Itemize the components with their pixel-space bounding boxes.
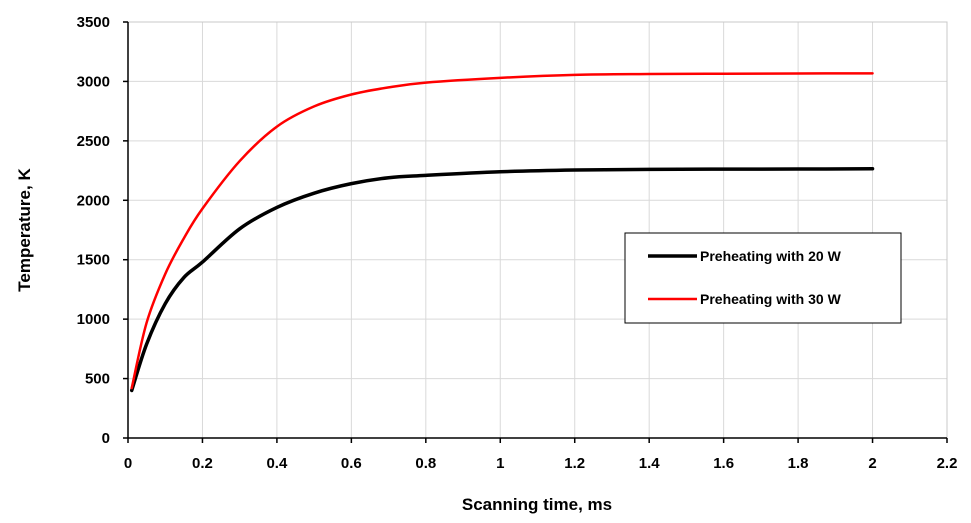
tick-labels: 0 0.2 0.4 0.6 0.8 1 1.2 1.4 1.6 1.8 2 2.2 0 500 1000 15… xyxy=(77,14,958,472)
plot-area xyxy=(127,21,948,439)
x-tick-label: 0.8 xyxy=(415,455,436,472)
y-tick-label: 2000 xyxy=(77,192,110,209)
y-tick-label: 1000 xyxy=(77,311,110,328)
legend-box xyxy=(624,232,902,324)
x-tick-label: 1.8 xyxy=(788,455,809,472)
legend-label-30w: Preheating with 30 W xyxy=(700,291,842,307)
legend: Preheating with 20 W Preheating with 30 … xyxy=(624,232,902,324)
series-line-1 xyxy=(130,72,874,390)
x-tick-label: 1.2 xyxy=(564,455,585,472)
x-tick-label: 0.4 xyxy=(266,455,288,472)
axes xyxy=(123,21,948,443)
x-axis-title: Scanning time, ms xyxy=(462,495,612,514)
legend-label-20w: Preheating with 20 W xyxy=(700,248,842,264)
x-tick-label: 1.4 xyxy=(639,455,661,472)
y-axis-title: Temperature, K xyxy=(15,168,34,292)
series-layer xyxy=(129,72,875,393)
y-tick-label: 3500 xyxy=(77,14,110,31)
series-line-0 xyxy=(129,167,875,393)
x-tick-label: 1.6 xyxy=(713,455,734,472)
y-tick-label: 500 xyxy=(85,371,110,388)
x-tick-label: 0.6 xyxy=(341,455,362,472)
x-tick-label: 2 xyxy=(868,455,876,472)
x-tick-label: 0 xyxy=(124,455,132,472)
y-tick-label: 2500 xyxy=(77,133,110,150)
y-tick-label: 1500 xyxy=(77,252,110,269)
x-tick-label: 1 xyxy=(496,455,504,472)
y-tick-label: 3000 xyxy=(77,73,110,90)
x-tick-label: 0.2 xyxy=(192,455,213,472)
y-tick-label: 0 xyxy=(102,430,110,447)
x-tick-label: 2.2 xyxy=(937,455,958,472)
grid-lines xyxy=(128,21,948,438)
